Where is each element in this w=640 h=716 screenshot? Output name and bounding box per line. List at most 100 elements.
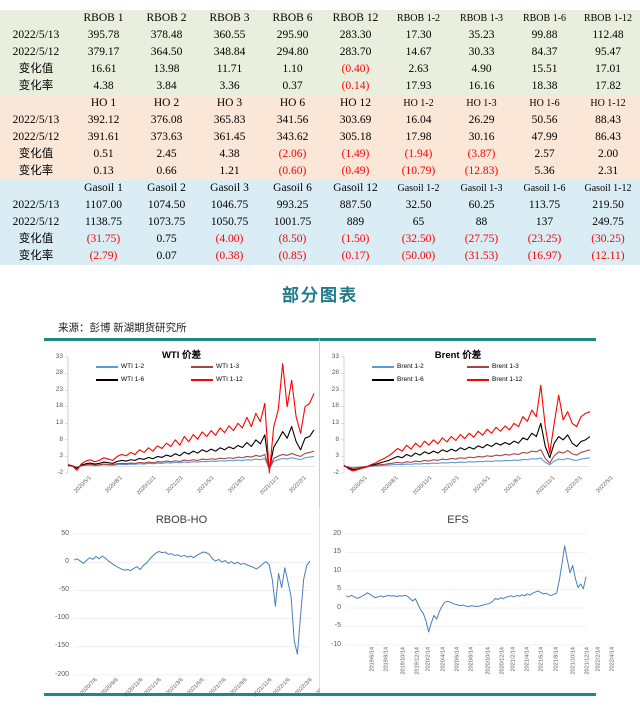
series-line-wti-1-6 xyxy=(67,426,315,471)
y-axis-tick-label: -100 xyxy=(54,614,69,622)
table-column-header: RBOB 6 xyxy=(261,10,324,27)
table-cell: 1046.75 xyxy=(198,197,261,214)
series-line-efs xyxy=(345,545,587,633)
y-axis-tick-label: -10 xyxy=(330,640,341,648)
chart-title-brent: Brent 价差 xyxy=(434,350,482,361)
table-row-label: 变化率 xyxy=(0,78,72,95)
table-column-header: Gasoil 1 xyxy=(72,180,135,197)
table-cell: (3.87) xyxy=(450,146,513,163)
table-cell: (1.50) xyxy=(324,231,387,248)
table-row-label: 变化值 xyxy=(0,231,72,248)
table-cell: (31.53) xyxy=(450,248,513,265)
section-title: 部分图表 xyxy=(282,286,358,305)
table-column-header: RBOB 1-2 xyxy=(387,10,450,27)
table-cell: 113.75 xyxy=(513,197,576,214)
table-cell: (0.49) xyxy=(324,163,387,180)
table-cell: 0.07 xyxy=(135,248,198,265)
y-axis-tick-label: -2 xyxy=(333,468,339,476)
table-cell: 889 xyxy=(324,214,387,231)
table-column-header: RBOB 1-6 xyxy=(513,10,576,27)
table-cell: 17.82 xyxy=(576,78,640,95)
series-line-wti-1-3 xyxy=(67,450,315,469)
table-cell: 15.51 xyxy=(513,61,576,78)
table-header-row: Gasoil 1 Gasoil 2 Gasoil 3 Gasoil 6 Gasoil 1… xyxy=(0,180,640,197)
table-cell: 392.12 xyxy=(72,112,135,129)
table-cell: 283.30 xyxy=(324,27,387,44)
table-cell: (0.40) xyxy=(324,61,387,78)
chart-svg-wti xyxy=(65,356,315,474)
legend-swatch-icon xyxy=(191,378,213,381)
table-cell: 364.50 xyxy=(135,44,198,61)
table-cell: 4.38 xyxy=(198,146,261,163)
table-row-label: 2022/5/13 xyxy=(0,197,72,214)
table-column-header: HO 6 xyxy=(261,95,324,112)
table-row: 变化值 (31.75) 0.75 (4.00) (8.50) (1.50) (32.50)(… xyxy=(0,231,640,248)
table-cell: 2.63 xyxy=(387,61,450,78)
table-column-header: Gasoil 3 xyxy=(198,180,261,197)
x-axis-tick-label: 2019/10/14 xyxy=(400,647,407,675)
table-cell: (1.94) xyxy=(387,146,450,163)
table-column-header: HO 1-12 xyxy=(576,95,640,112)
x-axis-tick-label: 2021/4/14 xyxy=(524,647,531,672)
chart-svg-efs xyxy=(345,533,587,646)
chart-panel-efs: EFS 20 15 10 5 0 -5 -10 2019/6/14 2019/8/14 2019/… xyxy=(320,508,615,693)
y-axis-tick-label: -2 xyxy=(57,468,63,476)
y-axis-tick-label: 13 xyxy=(331,419,339,427)
legend-swatch-icon xyxy=(191,365,213,368)
table-cell: 14.67 xyxy=(387,44,450,61)
table-cell: 360.55 xyxy=(198,27,261,44)
table-cell: 283.70 xyxy=(324,44,387,61)
table-cell: 16.04 xyxy=(387,112,450,129)
table-cell: 305.18 xyxy=(324,129,387,146)
chart-svg-rbob-ho xyxy=(73,533,311,676)
y-axis-tick-label: 20 xyxy=(333,529,341,537)
x-axis-tick-label: 2022/4/14 xyxy=(609,647,616,672)
table-cell: 1001.75 xyxy=(261,214,324,231)
legend-label: Brent 1-3 xyxy=(492,363,519,370)
table-cell: (4.00) xyxy=(198,231,261,248)
charts-row-bottom: RBOB-HO 50 0 -50 -100 -150 -200 2020/7/6 2020/9… xyxy=(44,508,615,698)
table-cell: 3.84 xyxy=(135,78,198,95)
table-column-header: HO 2 xyxy=(135,95,198,112)
table-cell: 13.98 xyxy=(135,61,198,78)
table-column-header: HO 3 xyxy=(198,95,261,112)
x-axis-tick-label: 2022/5/1 xyxy=(595,475,615,495)
legend-label: Brent 1-12 xyxy=(492,376,523,383)
table-cell: 18.38 xyxy=(513,78,576,95)
table-cell: 993.25 xyxy=(261,197,324,214)
charts-grid: WTI 价差 WTI 1-2 WTI 1-3 WTI 1-6 WTI 1-12 33 2… xyxy=(44,338,615,698)
y-axis-tick-label: 28 xyxy=(331,369,339,377)
y-axis-tick-label: 28 xyxy=(55,369,63,377)
chart-panel-rbob-ho: RBOB-HO 50 0 -50 -100 -150 -200 2020/7/6 2020/9… xyxy=(44,508,335,698)
table-column-header: Gasoil 2 xyxy=(135,180,198,197)
table-row: 变化值 16.61 13.98 11.71 1.10 (0.40) 2.63 4.90 15.5… xyxy=(0,61,640,78)
y-axis-tick-label: 10 xyxy=(333,566,341,574)
table-cell: (16.97) xyxy=(513,248,576,265)
x-axis-tick-label: 2021/6/14 xyxy=(538,647,545,672)
table-cell: 17.93 xyxy=(387,78,450,95)
table-cell: 2.45 xyxy=(135,146,198,163)
table-column-header: HO 1-6 xyxy=(513,95,576,112)
table-row-label: 变化率 xyxy=(0,248,72,265)
series-line-brent-1-2 xyxy=(343,457,591,469)
table-cell: 50.56 xyxy=(513,112,576,129)
table-header-row: RBOB 1 RBOB 2 RBOB 3 RBOB 6 RBOB 12 RBOB 1-2 R… xyxy=(0,10,640,27)
table-row-label: 2022/5/12 xyxy=(0,44,72,61)
table-row: 变化率 (2.79) 0.07 (0.38) (0.85) (0.17) (50.00) (3… xyxy=(0,248,640,265)
table-cell: (0.85) xyxy=(261,248,324,265)
series-line-brent-1-3 xyxy=(343,449,591,469)
table-row: 变化率 0.13 0.66 1.21 (0.60) (0.49) (10.79) (12.83… xyxy=(0,163,640,180)
table-cell: (2.06) xyxy=(261,146,324,163)
y-axis-tick-label: 23 xyxy=(55,385,63,393)
table-cell: 378.48 xyxy=(135,27,198,44)
legend-label: WTI 1-3 xyxy=(216,363,240,370)
table-cell: 35.23 xyxy=(450,27,513,44)
y-axis-tick-label: 5 xyxy=(337,585,341,592)
table-cell: (12.83) xyxy=(450,163,513,180)
x-axis-tick-label: 2021/2/14 xyxy=(510,647,517,672)
table-column-header: Gasoil 1-6 xyxy=(513,180,576,197)
table-cell: (0.60) xyxy=(261,163,324,180)
chart-plot-wti: 33 28 23 18 13 8 3 -2 2020/5/1 2020/8/1 2020/11/1 2… xyxy=(44,341,339,511)
y-axis-tick-label: 13 xyxy=(55,419,63,427)
table-cell: 2.57 xyxy=(513,146,576,163)
